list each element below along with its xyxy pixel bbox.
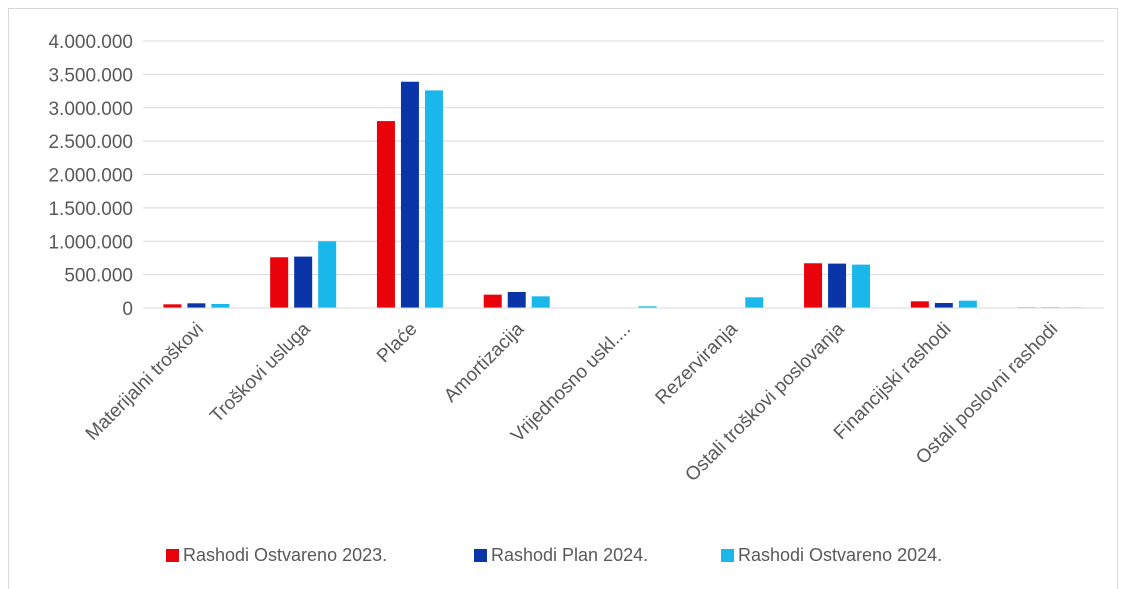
- bar-2-1: [187, 303, 206, 308]
- legend-label: Rashodi Ostvareno 2023.: [183, 545, 387, 565]
- x-category-label: Vrijednosno uskl....: [507, 319, 635, 447]
- y-tick-label: 0: [122, 299, 133, 320]
- bar-1-7: [804, 263, 823, 308]
- bar-1-1: [163, 304, 182, 308]
- y-tick-label: 3.000.000: [48, 99, 133, 120]
- legend-label: Rashodi Ostvareno 2024.: [738, 545, 942, 565]
- x-category-label: Amortizacija: [440, 318, 528, 406]
- bar-3-7: [852, 264, 871, 308]
- legend-swatch: [166, 549, 179, 562]
- legend-label: Rashodi Plan 2024.: [491, 545, 648, 565]
- bar-1-4: [483, 294, 502, 308]
- bar-3-2: [318, 241, 337, 308]
- y-tick-label: 1.500.000: [48, 199, 133, 220]
- bar-3-4: [531, 296, 550, 308]
- bar-1-8: [910, 301, 929, 308]
- bar-2-4: [507, 291, 526, 308]
- bar-2-3: [400, 81, 419, 308]
- bar-3-1: [211, 303, 230, 308]
- y-axis-tick-labels: 0 500.000 1.000.000 1.500.000 2.000.000 2.500…: [48, 32, 133, 320]
- x-category-label: Troškovi usluga: [206, 318, 315, 427]
- y-tick-label: 2.000.000: [48, 166, 133, 187]
- bar-1-3: [376, 121, 395, 308]
- y-tick-label: 3.500.000: [48, 65, 133, 86]
- chart-border: [8, 8, 1118, 589]
- x-category-label: Rezerviranja: [652, 318, 743, 409]
- bar-3-5: [638, 306, 657, 308]
- x-category-label: Financijski rashodi: [830, 319, 955, 444]
- y-tick-label: 2.500.000: [48, 132, 133, 153]
- x-category-label: Plaće: [373, 319, 421, 367]
- legend: Rashodi Ostvareno 2023. Rashodi Plan 2024…: [166, 545, 942, 565]
- y-tick-label: 4.000.000: [48, 32, 133, 53]
- y-tick-label: 500.000: [64, 266, 133, 287]
- bar-1-2: [270, 257, 289, 308]
- bar-3-8: [958, 300, 977, 308]
- x-category-label: Materijalni troškovi: [82, 319, 208, 445]
- gridlines: [143, 40, 1104, 276]
- y-tick-label: 1.000.000: [48, 232, 133, 253]
- bar-3-3: [424, 90, 443, 309]
- bar-2-2: [294, 256, 313, 308]
- legend-swatch: [474, 549, 487, 562]
- bar-2-8: [934, 302, 953, 308]
- bars: [163, 81, 1084, 309]
- legend-swatch: [721, 549, 734, 562]
- bar-2-7: [828, 263, 847, 308]
- bar-3-6: [745, 297, 764, 308]
